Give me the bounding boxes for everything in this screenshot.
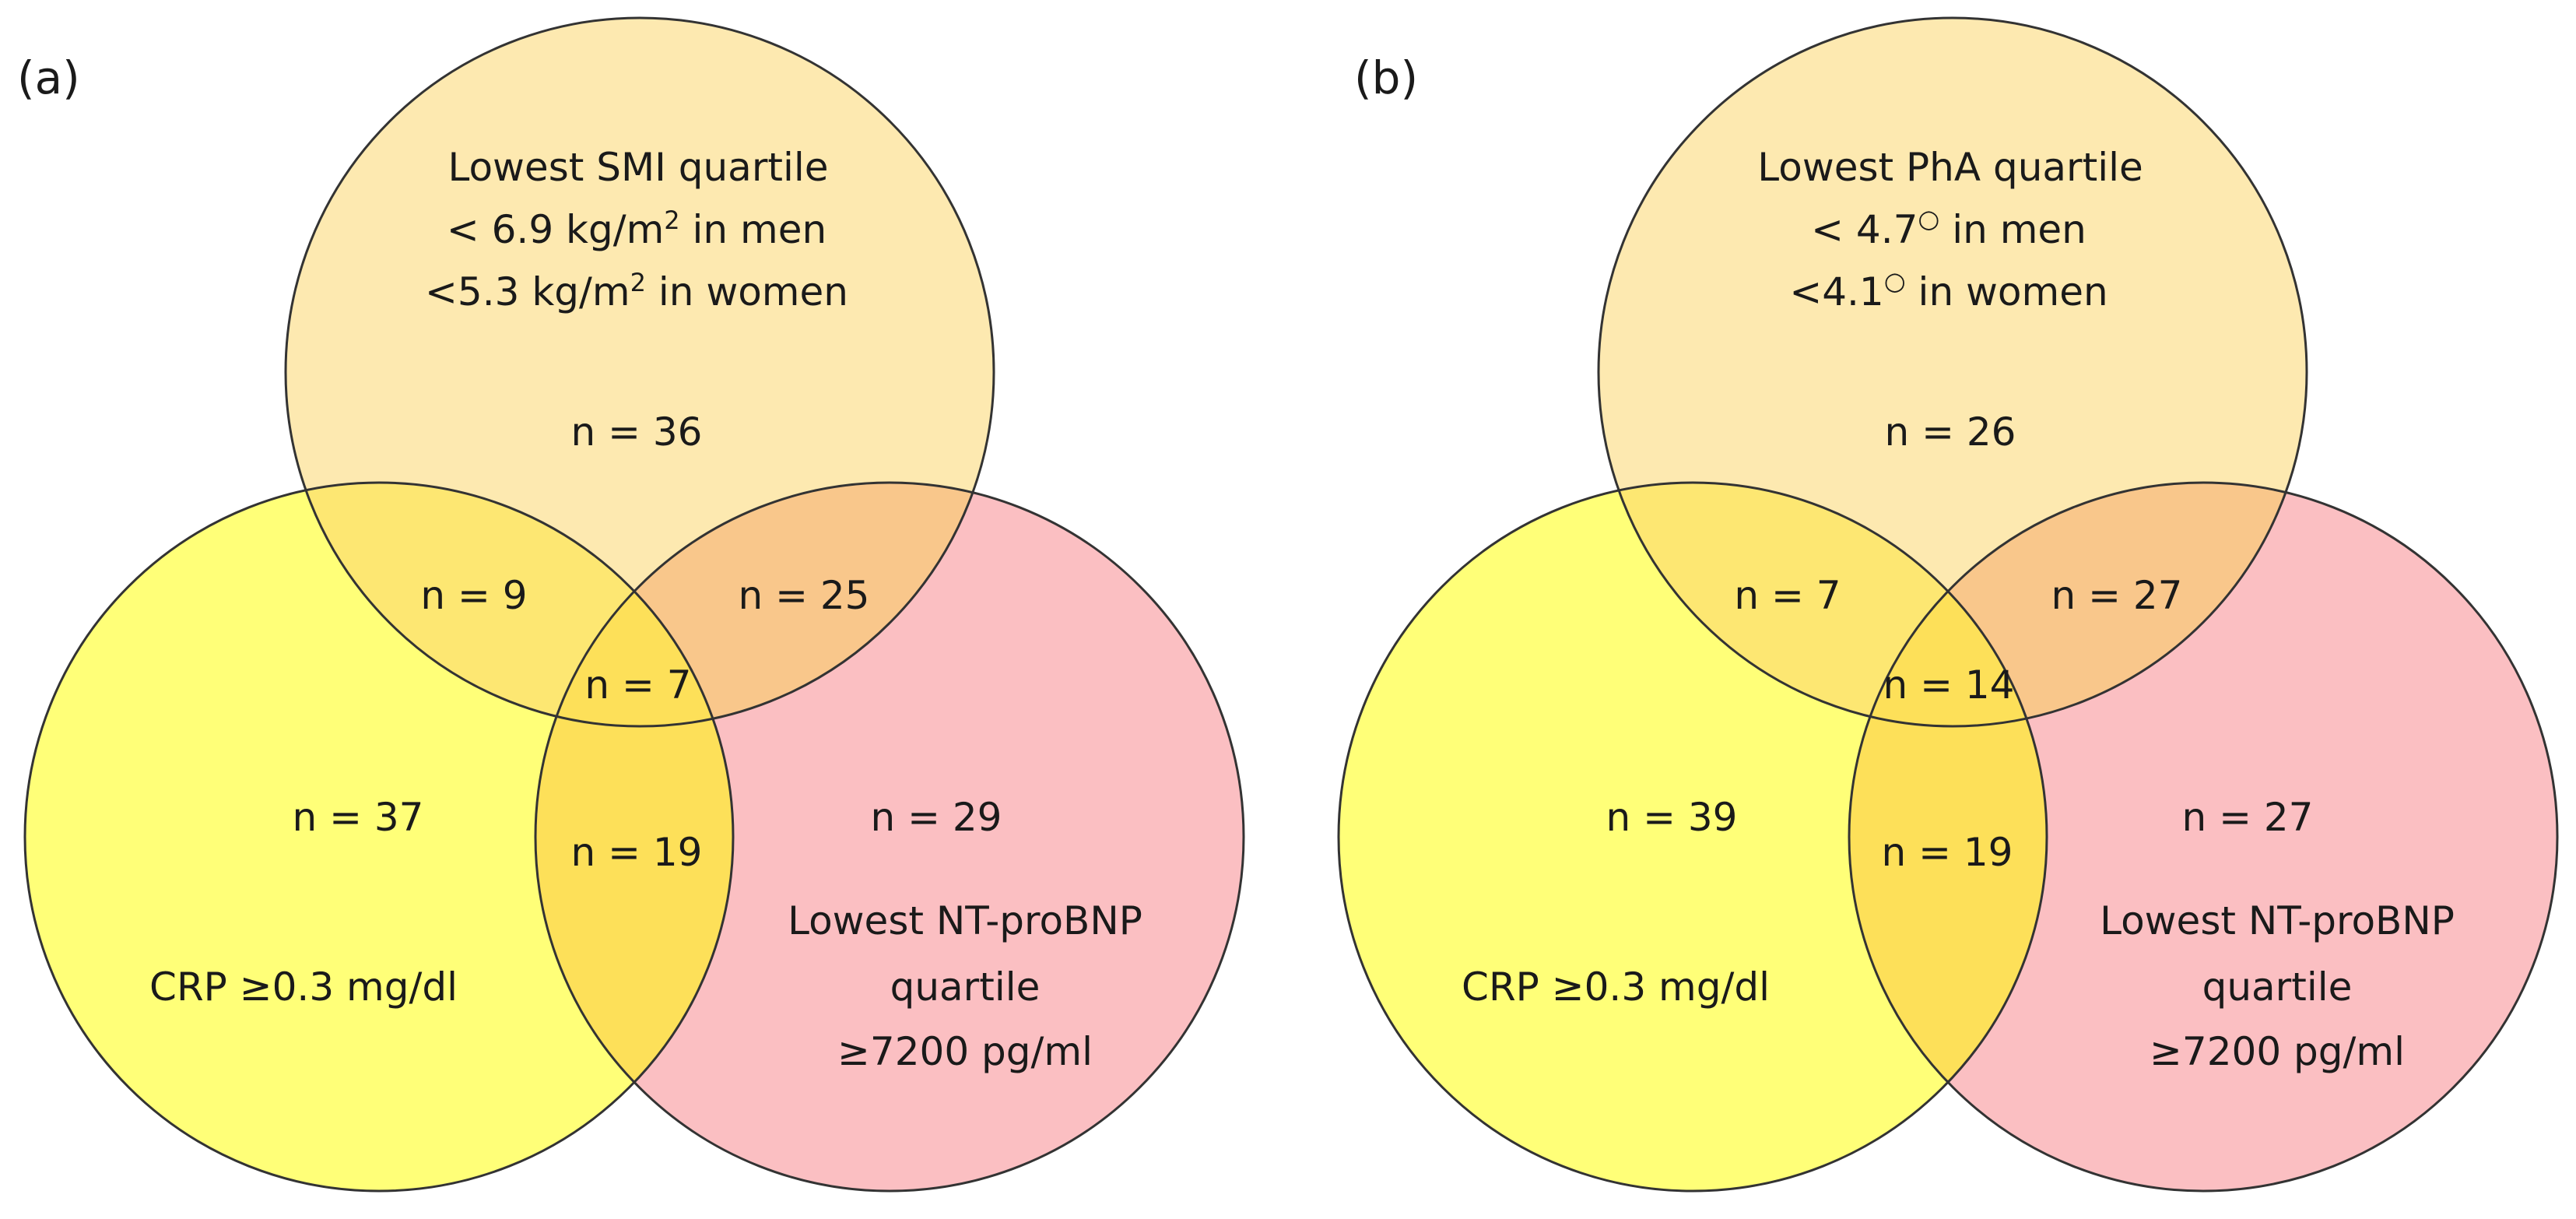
panel-b-right-line2: quartile bbox=[2202, 964, 2353, 1010]
panel-b-top-line3: <4.1○ in women bbox=[1789, 266, 2107, 314]
panel-a-label: (a) bbox=[17, 51, 80, 104]
panel-b-top-line2: < 4.7○ in men bbox=[1811, 204, 2086, 252]
panel-a-left-label: CRP ≥0.3 mg/dl bbox=[149, 964, 458, 1010]
panel-b: (b) Lowest PhA quartile < 4.7○ in men <4… bbox=[1337, 16, 2559, 1193]
panel-a-count-top-right: n = 25 bbox=[739, 573, 870, 618]
panel-b-left-label: CRP ≥0.3 mg/dl bbox=[1462, 964, 1770, 1010]
panel-b-right-line3: ≥7200 pg/ml bbox=[2150, 1029, 2405, 1074]
panel-a-top-line2: < 6.9 kg/m2 in men bbox=[447, 206, 826, 252]
panel-a-count-top-left: n = 9 bbox=[420, 573, 527, 618]
panel-a-count-top-only: n = 36 bbox=[571, 409, 703, 455]
panel-b-count-left-only: n = 39 bbox=[1606, 795, 1738, 840]
panel-a-count-left-only: n = 37 bbox=[293, 795, 424, 840]
panel-a-overlap-top-right bbox=[535, 483, 994, 726]
panel-b-count-center: n = 14 bbox=[1883, 662, 2015, 708]
panel-b-right-line1: Lowest NT-proBNP bbox=[2100, 898, 2455, 943]
panel-b-overlap-top-right bbox=[1849, 483, 2307, 726]
panel-a-right-line3: ≥7200 pg/ml bbox=[837, 1029, 1093, 1074]
panel-b-label: (b) bbox=[1354, 51, 1418, 104]
panel-a-count-left-right: n = 19 bbox=[571, 830, 703, 875]
panel-b-count-left-right: n = 19 bbox=[1882, 830, 2013, 875]
panel-b-count-right-only: n = 27 bbox=[2182, 795, 2314, 840]
panel-a-count-center: n = 7 bbox=[584, 662, 691, 708]
panel-a-top-line3: <5.3 kg/m2 in women bbox=[425, 268, 848, 314]
panel-a-right-line2: quartile bbox=[890, 964, 1041, 1010]
panel-b-overlap-top-left bbox=[1599, 483, 2047, 726]
panel-a-right-line1: Lowest NT-proBNP bbox=[788, 898, 1142, 943]
panel-b-count-top-left: n = 7 bbox=[1734, 573, 1841, 618]
panel-b-count-top-only: n = 26 bbox=[1885, 409, 2016, 455]
panel-b-top-title: Lowest PhA quartile bbox=[1757, 145, 2143, 190]
panel-a-top-title: Lowest SMI quartile bbox=[447, 145, 828, 190]
panel-a-count-right-only: n = 29 bbox=[871, 795, 1002, 840]
panel-b-count-top-right: n = 27 bbox=[2051, 573, 2183, 618]
panel-a-overlap-top-left bbox=[286, 483, 733, 726]
panel-a: (a) Lowest SMI quartile < 6.9 kg/m2 in m… bbox=[17, 16, 1245, 1193]
